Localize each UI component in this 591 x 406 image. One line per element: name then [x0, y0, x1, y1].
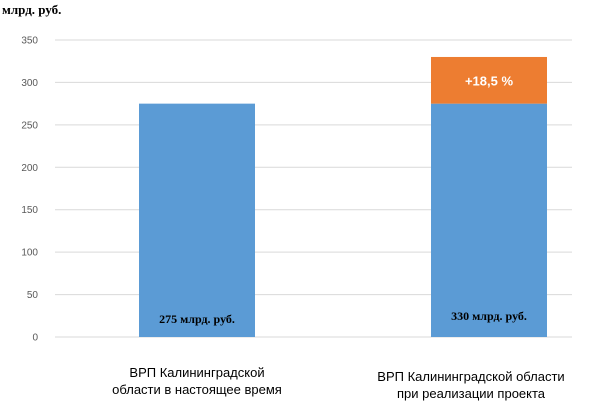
y-axis-unit-label: млрд. руб.	[2, 2, 62, 17]
category-label-project-line1: ВРП Калининградской области	[377, 369, 565, 384]
y-tick-label: 150	[21, 205, 38, 216]
y-tick-label: 300	[21, 78, 38, 89]
bar-data-label: 275 млрд. руб.	[159, 312, 235, 326]
y-tick-label: 350	[21, 36, 38, 47]
y-tick-label: 100	[21, 248, 38, 259]
y-axis-ticks: 0 50 100 150 200 250 300 350	[21, 36, 38, 344]
y-tick-label: 250	[21, 120, 38, 131]
bar-data-label: 330 млрд. руб.	[451, 309, 527, 323]
category-label-project-line2: при реализации проекта	[396, 386, 546, 401]
bar-base-0	[139, 103, 255, 338]
y-tick-label: 50	[27, 290, 39, 301]
y-tick-label: 200	[21, 163, 38, 174]
category-label-current-line1: ВРП Калининградской	[129, 365, 265, 380]
category-label-project: ВРП Калининградской области при реализац…	[361, 368, 581, 402]
bars: 275 млрд. руб. +18,5 % 330 млрд. руб.	[139, 56, 547, 338]
category-label-current: ВРП Калининградской области в настоящее …	[87, 364, 307, 398]
y-tick-label: 0	[32, 333, 38, 344]
category-label-current-line2: области в настоящее время	[112, 382, 282, 397]
bar-base-1	[431, 103, 547, 338]
bar-increment-1	[431, 56, 547, 104]
increment-data-label: +18,5 %	[465, 73, 514, 88]
